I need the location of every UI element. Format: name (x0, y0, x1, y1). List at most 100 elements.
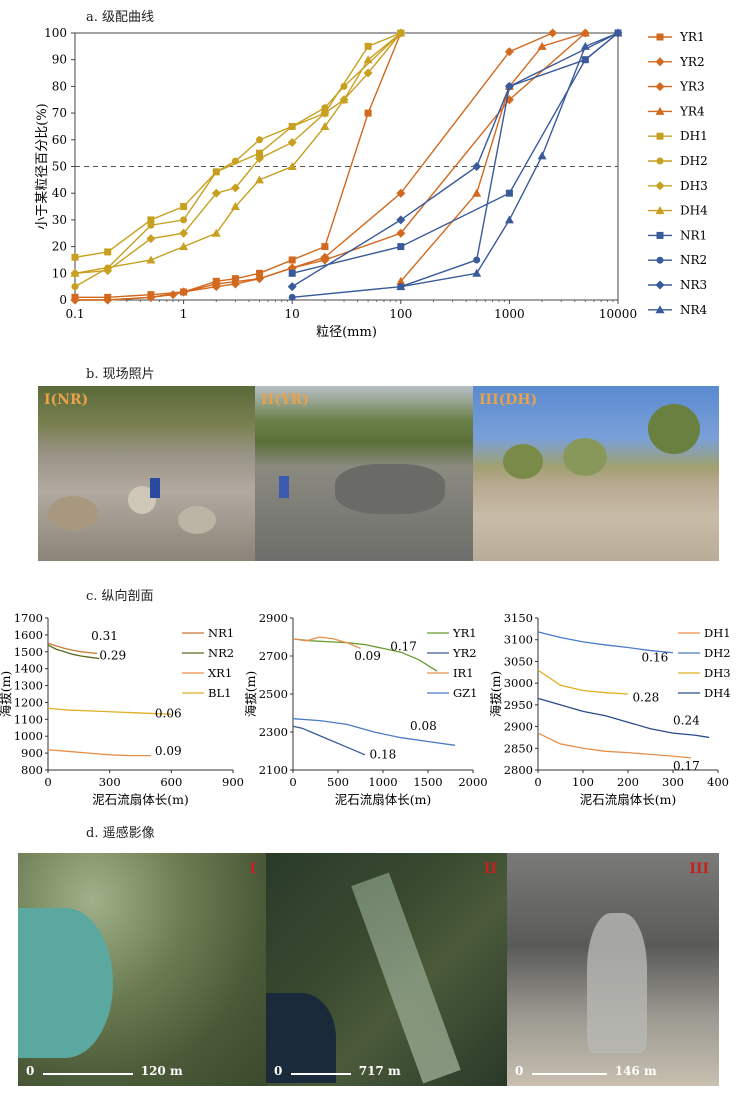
x-tick-label: 900 (222, 775, 244, 789)
profile-chart-nr: 800 900 1000 1100 1200 1300 1400 1500 1600 1700 0 3… (0, 611, 244, 807)
y-tick-label: 2900 (504, 720, 533, 734)
y-tick-label: 2300 (259, 725, 288, 739)
legend-dh3: DH3 (680, 179, 708, 193)
y-tick-label: 800 (21, 763, 43, 777)
point-nr1 (288, 269, 296, 277)
point-dh3 (287, 137, 297, 147)
point-yr4 (580, 28, 590, 37)
point-yr1 (321, 243, 329, 251)
x-tick-label: 1000 (494, 307, 525, 321)
legend-nr2: NR2 (680, 253, 707, 267)
point-nr3 (287, 282, 297, 292)
panel-a-title: a. 级配曲线 (86, 10, 155, 25)
legend-dh4: DH4 (680, 204, 708, 218)
point-dh3 (255, 153, 265, 163)
slope-annotation: 0.16 (642, 650, 669, 664)
x-axis-label: 粒径(mm) (316, 325, 377, 340)
point-yr3 (320, 255, 330, 265)
point-yr3 (287, 263, 297, 273)
series-line-dh4 (74, 32, 402, 274)
profile-ir1 (292, 636, 361, 649)
remote-label-i: I (249, 861, 256, 877)
point-yr4 (472, 188, 482, 197)
point-dh1 (71, 253, 79, 261)
point-nr4 (396, 282, 406, 291)
legend-marker (655, 106, 665, 115)
legend-marker (655, 305, 665, 314)
panel-d-title: d. 遥感影像 (86, 826, 155, 841)
point-nr4 (537, 151, 547, 160)
series-line-nr2 (292, 32, 619, 299)
legend-dh1: DH1 (704, 626, 731, 640)
remote-image-iii: III 0 146 m (507, 853, 719, 1086)
y-tick-label: 2900 (259, 611, 288, 625)
point-dh4 (146, 255, 156, 264)
y-tick-label: 1200 (14, 695, 43, 709)
remote-image-ii: II 0 717 m (266, 853, 507, 1086)
legend-marker (656, 231, 664, 239)
y-tick-label: 100 (44, 26, 67, 40)
x-tick-label: 0 (289, 775, 296, 789)
remote-label-ii: II (483, 861, 497, 877)
point-dh2 (147, 221, 155, 229)
point-dh3 (320, 108, 330, 118)
point-nr3 (504, 81, 514, 91)
slope-annotation: 0.17 (390, 639, 417, 653)
slope-annotation: 0.06 (155, 707, 182, 721)
x-tick-label: 0 (44, 775, 51, 789)
x-tick-label: 100 (389, 307, 412, 321)
series-line-yr1 (75, 32, 402, 299)
x-tick-label: 400 (707, 775, 729, 789)
x-axis-label: 泥石流扇体长(m) (92, 792, 189, 807)
profile-yr2 (292, 725, 366, 756)
legend-nr1: NR1 (208, 626, 234, 640)
slope-annotation: 0.08 (410, 719, 437, 733)
point-dh1 (180, 203, 188, 211)
y-tick-label: 3050 (504, 654, 533, 668)
point-dh1 (256, 149, 264, 157)
legend-nr3: NR3 (680, 278, 707, 292)
point-nr2 (473, 256, 481, 264)
scale-end-i: 120 m (140, 1064, 183, 1078)
y-tick-label: 1700 (14, 611, 43, 625)
slope-annotation: 0.18 (370, 748, 397, 762)
legend-nr1: NR1 (680, 228, 707, 242)
legend-bl1: BL1 (208, 686, 231, 700)
slope-annotation: 0.17 (673, 759, 700, 773)
point-yr3 (396, 228, 406, 238)
y-tick-label: 2850 (504, 741, 533, 755)
point-yr3 (70, 295, 80, 305)
point-dh4 (179, 242, 189, 251)
point-dh2 (180, 216, 188, 224)
legend-gz1: GZ1 (453, 686, 478, 700)
point-yr3 (211, 282, 221, 292)
legend-nr2: NR2 (208, 646, 234, 660)
y-axis-label: 小于某粒径百分比(%) (35, 103, 50, 230)
legend-yr2: YR2 (679, 55, 705, 69)
point-dh4 (230, 202, 240, 211)
x-tick-label: 500 (327, 775, 349, 789)
series-line-dh1 (74, 32, 402, 258)
point-dh3 (146, 234, 156, 244)
remote-image-i: I 0 120 m (18, 853, 266, 1086)
point-dh3 (363, 68, 373, 78)
legend-yr3: YR3 (679, 80, 705, 94)
legend-yr1: YR1 (452, 626, 477, 640)
y-tick-label: 80 (52, 79, 67, 93)
scale-start-iii: 0 (515, 1064, 524, 1078)
point-nr2 (581, 56, 589, 64)
x-tick-label: 10000 (599, 307, 637, 321)
scalebar-ii: 0 717 m (274, 1064, 401, 1078)
legend-marker (655, 280, 665, 290)
legend-yr2: YR2 (452, 646, 477, 660)
point-yr4 (396, 276, 406, 285)
scale-end-iii: 146 m (614, 1064, 657, 1078)
point-dh1 (104, 248, 112, 256)
series-line-nr3 (291, 32, 619, 288)
point-yr3 (168, 290, 178, 300)
point-dh1 (364, 42, 372, 50)
photo-label-dh: III(DH) (479, 392, 538, 408)
legend-marker (656, 33, 664, 41)
point-yr1 (364, 109, 372, 117)
point-nr4 (472, 268, 482, 277)
